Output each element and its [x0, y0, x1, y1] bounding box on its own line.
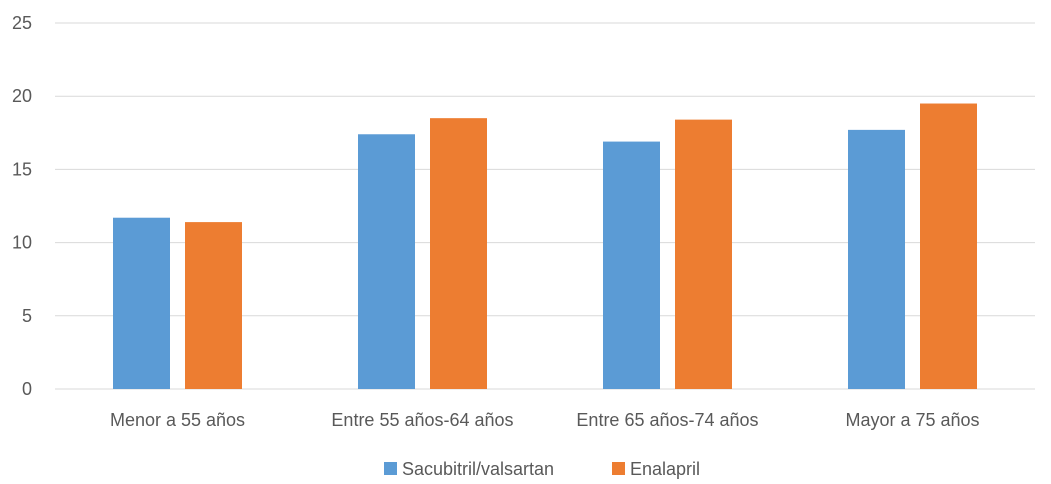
y-axis-ticks: 0 5 10 15 20 25	[12, 13, 32, 399]
y-tick-label: 15	[12, 159, 32, 179]
y-tick-label: 20	[12, 86, 32, 106]
x-category-label: Mayor a 75 años	[845, 410, 979, 430]
y-tick-label: 25	[12, 13, 32, 33]
bar-sacubitril-valsartan-3	[848, 129, 905, 389]
bar-enalapril-2	[675, 119, 732, 390]
bar-sacubitril-valsartan-1	[358, 134, 415, 389]
legend-label-sacubitril-valsartan: Sacubitril/valsartan	[402, 459, 554, 479]
legend-swatch-enalapril	[612, 462, 625, 475]
x-category-label: Entre 55 años-64 años	[331, 410, 513, 430]
legend: Sacubitril/valsartan Enalapril	[384, 459, 700, 479]
bar-enalapril-0	[185, 222, 242, 389]
bars	[113, 103, 977, 390]
bar-sacubitril-valsartan-0	[113, 217, 170, 389]
x-category-label: Entre 65 años-74 años	[576, 410, 758, 430]
x-axis-labels: Menor a 55 años Entre 55 años-64 años Entr…	[110, 410, 980, 430]
bar-enalapril-1	[430, 118, 487, 389]
bar-enalapril-3	[920, 103, 977, 390]
y-tick-label: 10	[12, 233, 32, 253]
legend-swatch-sacubitril-valsartan	[384, 462, 397, 475]
y-tick-label: 5	[22, 306, 32, 326]
y-tick-label: 0	[22, 379, 32, 399]
legend-label-enalapril: Enalapril	[630, 459, 700, 479]
x-category-label: Menor a 55 años	[110, 410, 245, 430]
bar-sacubitril-valsartan-2	[603, 141, 660, 389]
